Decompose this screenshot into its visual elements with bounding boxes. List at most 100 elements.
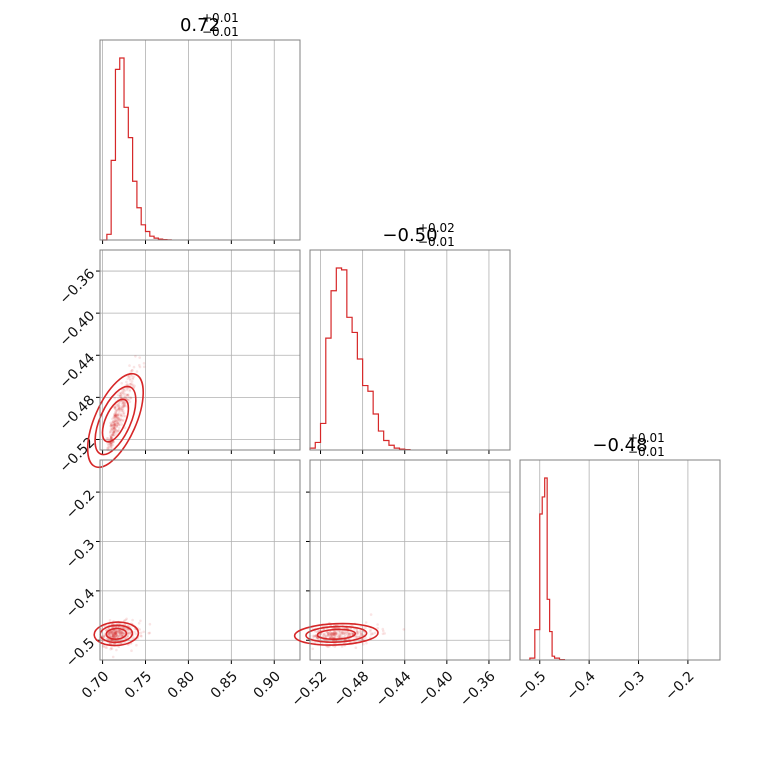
scatter-point (120, 631, 124, 635)
scatter-point (341, 630, 345, 633)
scatter-point (369, 633, 373, 636)
scatter-point (118, 408, 121, 411)
scatter-point (122, 412, 125, 416)
scatter-point (114, 632, 117, 635)
scatter-point (347, 631, 350, 634)
contour-p1_p2-0 (101, 398, 130, 443)
scatter-point (117, 417, 120, 421)
scatter-point (118, 406, 121, 410)
scatter-point (111, 639, 114, 642)
scatter-point (333, 634, 337, 637)
scatter-point (112, 433, 115, 436)
scatter-point (364, 621, 368, 624)
scatter-point (117, 407, 120, 411)
scatter-point (110, 647, 114, 651)
scatter-point (348, 633, 351, 636)
scatter-point (343, 631, 347, 634)
scatter-p1_p2-ytick-label-4: −0.36 (57, 266, 99, 308)
scatter-point (123, 426, 127, 430)
scatter-panel-p2_p3: −0.52 −0.48 −0.44 −0.40 −0.36 (289, 459, 511, 710)
scatter-point (110, 633, 114, 636)
scatter-point (110, 436, 114, 440)
scatter-point (123, 389, 126, 393)
scatter-point (356, 630, 359, 633)
scatter-point (109, 437, 112, 441)
scatter-point (128, 400, 132, 404)
scatter-point (114, 632, 118, 636)
scatter-point (110, 630, 113, 633)
scatter-point (369, 630, 372, 633)
scatter-point (109, 445, 113, 449)
scatter-point (336, 634, 340, 638)
scatter-point (355, 630, 358, 634)
scatter-point (374, 631, 377, 635)
scatter-p1_p2-ytick-label-0: −0.52 (57, 434, 99, 476)
scatter-point (118, 629, 122, 633)
scatter-point (334, 631, 338, 635)
scatter-point (123, 404, 126, 407)
scatter-p1_p3-xtick-label-0: 0.70 (79, 668, 112, 701)
hist-line-p3 (529, 477, 566, 661)
scatter-point (113, 423, 116, 427)
scatter-point (322, 634, 325, 638)
scatter-point (107, 632, 111, 635)
scatter-point (110, 447, 113, 450)
scatter-point (110, 434, 113, 438)
scatter-point (122, 405, 125, 408)
scatter-point (338, 634, 342, 637)
scatter-point (331, 633, 335, 637)
scatter-point (329, 635, 333, 638)
scatter-point (111, 427, 114, 430)
scatter-point (110, 632, 114, 635)
scatter-point (112, 631, 116, 635)
scatter-p2_p3-xtick-label-4: −0.36 (457, 668, 499, 710)
title-p3: −0.48 (592, 435, 647, 456)
title-p1: 0.72 (180, 15, 220, 36)
scatter-point (128, 389, 132, 393)
scatter-point (127, 629, 130, 632)
scatter-point (115, 639, 119, 643)
scatter-point (130, 380, 134, 383)
scatter-point (116, 635, 119, 638)
scatter-point (109, 434, 112, 437)
title-p2: −0.50 (382, 225, 437, 246)
scatter-point (135, 370, 139, 373)
scatter-point (120, 405, 124, 409)
scatter-point (330, 633, 334, 637)
scatter-panel-p1_p3: 0.70 0.75 0.80 0.85 0.90 −0.5 −0.4 −0.3 −0.2 (63, 459, 301, 702)
scatter-point (324, 635, 328, 638)
scatter-point (331, 632, 335, 636)
scatter-point (113, 414, 117, 418)
scatter-point (110, 646, 113, 650)
scatter-point (131, 383, 135, 387)
scatter-point (109, 424, 112, 428)
scatter-point (121, 633, 125, 636)
scatter-point (110, 441, 113, 445)
scatter-point (114, 634, 117, 637)
scatter-point (117, 403, 120, 406)
scatter-point (119, 414, 122, 418)
scatter-point (119, 406, 122, 410)
contour-p1_p2-1 (94, 385, 137, 456)
scatter-point (365, 641, 368, 645)
scatter-point (128, 632, 131, 635)
scatter-point (138, 628, 141, 631)
scatter-point (115, 648, 118, 652)
scatter-point (334, 632, 337, 636)
scatter-point (117, 429, 120, 433)
scatter-point (114, 634, 118, 638)
scatter-point (342, 631, 346, 635)
scatter-point (332, 632, 335, 635)
scatter-point (111, 632, 114, 636)
scatter-point (117, 401, 120, 405)
scatter-point (114, 632, 118, 635)
scatter-point (355, 635, 358, 639)
scatter-point (115, 403, 118, 407)
scatter-point (124, 396, 128, 400)
scatter-point (323, 635, 327, 638)
scatter-point (338, 634, 342, 638)
hist-p3-xtick-label-0: −0.5 (514, 668, 549, 703)
scatter-point (115, 631, 119, 634)
scatter-point (119, 418, 123, 421)
scatter-point (108, 431, 112, 435)
